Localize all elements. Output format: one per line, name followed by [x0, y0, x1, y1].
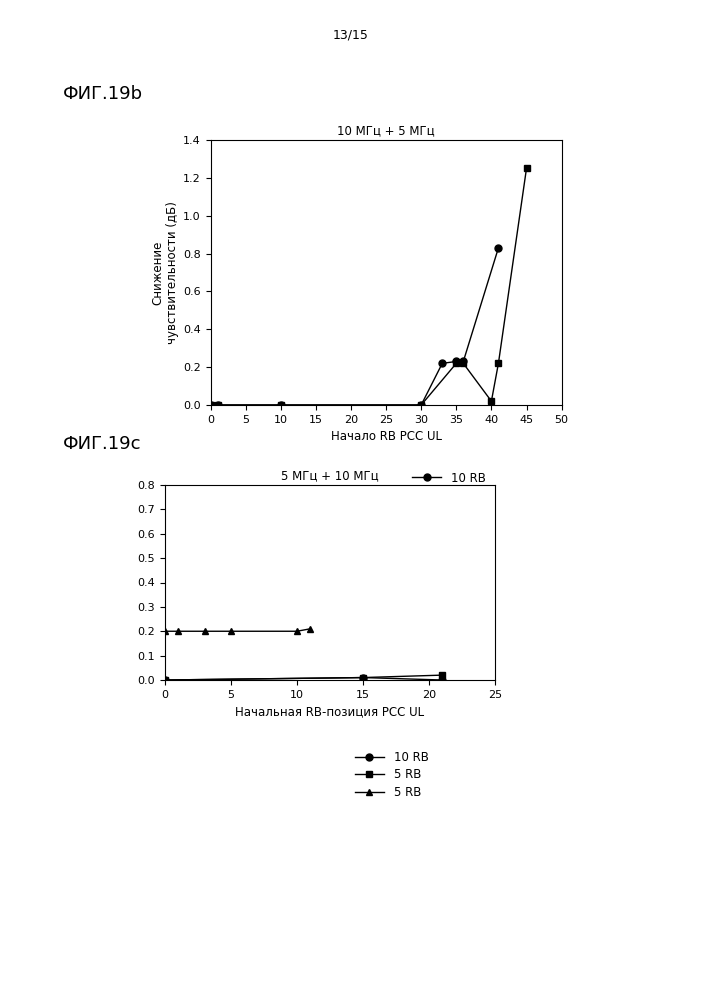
Text: 13/15: 13/15 — [333, 28, 369, 41]
5 RB — [206, 399, 215, 411]
5 RB — [161, 674, 169, 686]
10 RB — [417, 399, 425, 411]
5 RB — [438, 669, 446, 681]
5 RB — [161, 625, 169, 637]
X-axis label: Начало RB PCC UL: Начало RB PCC UL — [331, 430, 442, 443]
5 RB — [213, 399, 222, 411]
10 RB — [438, 674, 446, 686]
Line: 5 RB: 5 RB — [161, 625, 314, 635]
Y-axis label: Снижение
чувствительности (дБ): Снижение чувствительности (дБ) — [151, 201, 179, 344]
Title: 10 МГц + 5 МГц: 10 МГц + 5 МГц — [337, 124, 435, 137]
5 RB — [359, 672, 367, 684]
5 RB — [452, 357, 461, 369]
Text: ФИГ.19b: ФИГ.19b — [63, 85, 143, 103]
Line: 10 RB: 10 RB — [161, 674, 446, 683]
5 RB — [459, 357, 468, 369]
Legend: 10 RB, 5 RB: 10 RB, 5 RB — [409, 469, 488, 505]
5 RB — [174, 625, 183, 637]
5 RB — [306, 623, 314, 635]
Line: 10 RB: 10 RB — [207, 244, 502, 408]
10 RB — [452, 355, 461, 367]
10 RB — [494, 242, 503, 254]
10 RB — [459, 355, 468, 367]
10 RB — [438, 357, 446, 369]
5 RB — [293, 625, 301, 637]
5 RB — [487, 395, 496, 407]
Text: ФИГ.19c: ФИГ.19c — [63, 435, 142, 453]
Line: 5 RB: 5 RB — [207, 165, 530, 408]
10 RB — [213, 399, 222, 411]
Title: 5 МГц + 10 МГц: 5 МГц + 10 МГц — [281, 469, 379, 482]
5 RB — [417, 399, 425, 411]
X-axis label: Начальная RB-позиция PCC UL: Начальная RB-позиция PCC UL — [235, 705, 425, 718]
10 RB — [206, 399, 215, 411]
10 RB — [277, 399, 285, 411]
Legend: 10 RB, 5 RB, 5 RB: 10 RB, 5 RB, 5 RB — [352, 748, 431, 801]
5 RB — [200, 625, 208, 637]
Line: 5 RB: 5 RB — [161, 672, 446, 683]
5 RB — [227, 625, 235, 637]
5 RB — [494, 357, 503, 369]
5 RB — [277, 399, 285, 411]
10 RB — [161, 674, 169, 686]
5 RB — [522, 162, 531, 174]
10 RB — [359, 672, 367, 684]
